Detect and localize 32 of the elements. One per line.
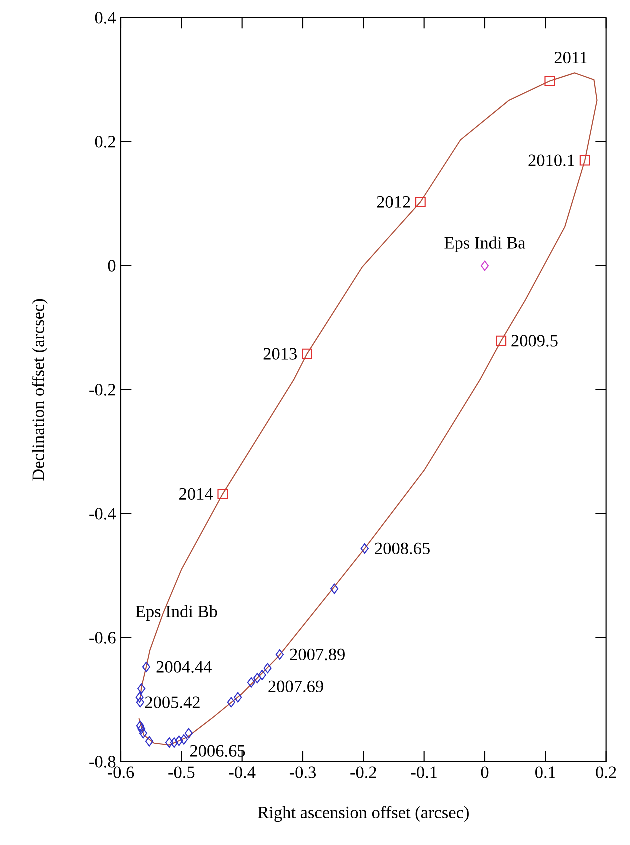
x-tick-label: -0.2	[350, 766, 376, 778]
x-tick-label: -0.6	[108, 766, 134, 778]
annotation: 2004.44	[156, 661, 212, 674]
x-tick-label: -0.4	[229, 766, 256, 778]
annotation: Eps Indi Bb	[136, 605, 218, 622]
y-tick-label: 0.4	[95, 12, 116, 24]
x-tick-label: 0.1	[536, 766, 556, 778]
annotation: Eps Indi Ba	[444, 236, 526, 252]
x-tick-label: -0.1	[411, 766, 437, 778]
x-tick-label: -0.5	[168, 766, 195, 778]
annotation: 2011	[554, 52, 588, 64]
annotation: 2013	[264, 348, 297, 360]
x-axis-title: Right ascension offset (arcsec)	[258, 806, 469, 822]
annotation: 2012	[377, 196, 410, 208]
y-tick-label: -0.2	[90, 384, 116, 396]
y-tick-label: -0.6	[90, 632, 116, 644]
x-tick-label: 0	[481, 766, 489, 778]
x-tick-label: 0.2	[596, 766, 616, 778]
x-tick-label: -0.3	[290, 766, 316, 778]
annotation: 2010.1	[528, 154, 574, 166]
y-axis-title: Declination offset (arcsec)	[32, 299, 48, 481]
y-tick-label: -0.8	[90, 756, 116, 768]
annotation: 2008.65	[375, 542, 430, 555]
annotation: 2014	[180, 488, 214, 500]
annotation: 2007.89	[290, 648, 345, 661]
annotation: 2006.65	[190, 745, 246, 758]
y-tick-label: -0.4	[90, 508, 116, 520]
annotation: 2007.69	[268, 680, 324, 693]
annotation: 2005.42	[145, 696, 200, 708]
annotation: 2009.5	[512, 335, 558, 347]
y-tick-label: 0.2	[95, 136, 116, 148]
y-tick-label: 0	[108, 260, 116, 272]
